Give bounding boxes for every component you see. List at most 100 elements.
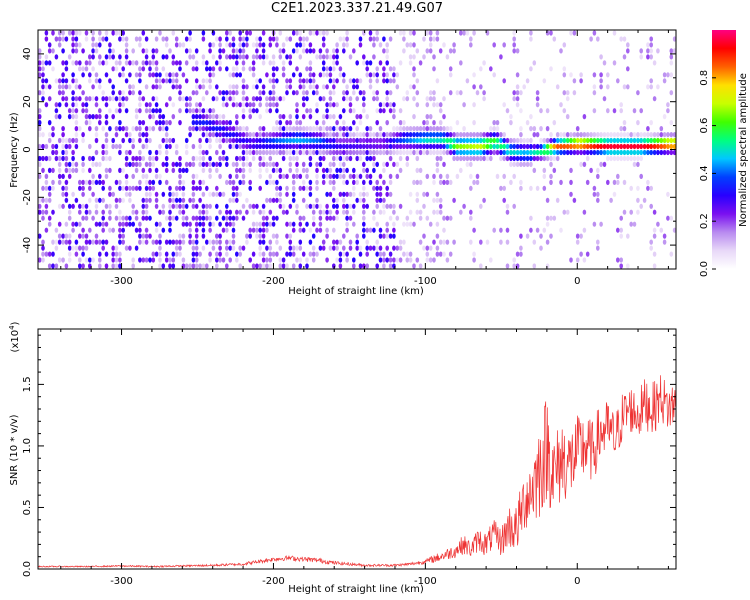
spectrogram-cell — [596, 132, 600, 138]
spectrogram-cell — [265, 137, 269, 144]
spectrogram-cell — [181, 185, 186, 191]
spectrogram-cell — [118, 215, 122, 221]
spectrogram-cell — [482, 90, 486, 96]
spectrogram-cell — [241, 90, 246, 96]
spectrogram-cell — [121, 30, 125, 36]
colorbar-tick-label: 0.0 — [699, 261, 710, 277]
spectrogram-y-label: Frequency (Hz) — [9, 112, 20, 188]
spectrogram-cell — [318, 96, 323, 102]
spectrogram-cell — [298, 257, 303, 263]
spectrogram-cell — [275, 215, 279, 221]
spectrogram-cell — [258, 251, 263, 257]
spectrogram-cell — [325, 108, 329, 114]
spectrogram-cell — [629, 132, 633, 138]
spectrogram-cell — [365, 114, 370, 120]
spectrogram-cell — [412, 72, 416, 78]
spectrogram-cell — [288, 120, 293, 126]
spectrogram-cell — [161, 66, 166, 72]
spectrogram-cell — [632, 132, 637, 138]
spectrogram-cell — [114, 263, 119, 269]
spectrogram-cell — [529, 36, 533, 42]
spectrogram-cell — [128, 137, 132, 144]
spectrogram-cell — [124, 173, 129, 179]
spectrogram-cell — [231, 221, 236, 227]
spectrogram-cell — [639, 173, 643, 179]
spectrogram-cell — [154, 203, 159, 209]
spectrogram-cell — [184, 221, 189, 227]
spectrogram-cell — [388, 233, 393, 239]
spectrogram-cell — [44, 185, 49, 191]
spectrogram-cell — [47, 167, 52, 173]
spectrogram-cell — [435, 197, 440, 203]
spectrogram-cell — [291, 191, 296, 197]
spectrogram-cell — [602, 143, 607, 150]
spectrogram-cell — [285, 191, 289, 197]
spectrogram-cell — [261, 233, 266, 239]
spectrogram-y-tick-label: -40 — [22, 237, 33, 253]
spectrogram-cell — [265, 102, 269, 108]
spectrogram-cell — [311, 233, 316, 239]
spectrogram-cell — [258, 221, 263, 227]
spectrogram-cell — [616, 149, 620, 156]
spectrogram-cell — [525, 161, 530, 167]
spectrogram-cell — [448, 90, 453, 96]
spectrogram-y-tick-label: 20 — [22, 95, 33, 108]
spectrogram-cell — [512, 155, 516, 162]
spectrogram-cell — [91, 114, 95, 120]
spectrogram-cell — [388, 78, 393, 84]
spectrogram-cell — [372, 90, 376, 96]
spectrogram-cell — [71, 203, 75, 209]
spectrogram-cell — [91, 96, 95, 102]
spectrogram-cell — [281, 263, 286, 269]
spectrogram-cell — [612, 137, 617, 144]
spectrogram-cell — [215, 149, 219, 156]
spectrogram-cell — [101, 197, 105, 203]
spectrogram-cell — [178, 167, 182, 173]
spectrogram-cell — [144, 227, 149, 233]
spectrogram-cell — [194, 84, 199, 90]
spectrogram-cell — [435, 155, 440, 162]
spectrogram-cell — [545, 30, 550, 36]
spectrogram-cell — [348, 245, 353, 251]
spectrogram-cell — [114, 251, 119, 257]
spectrogram-cell — [575, 143, 580, 150]
spectrogram-cell — [652, 137, 657, 144]
spectrogram-cell — [402, 120, 406, 126]
spectrogram-cell — [118, 60, 122, 66]
spectrogram-cell — [108, 42, 112, 48]
spectrogram-cell — [114, 143, 119, 150]
spectrogram-cell — [305, 90, 309, 96]
spectrogram-cell — [288, 155, 293, 162]
spectrogram-cell — [238, 179, 242, 185]
spectrogram-cell — [71, 30, 75, 36]
spectrogram-cell — [235, 114, 239, 120]
spectrogram-cell — [225, 209, 229, 215]
spectrogram-cell — [402, 143, 406, 150]
spectrogram-cell — [148, 126, 152, 132]
spectrogram-cell — [245, 161, 249, 167]
spectrogram-cell — [47, 251, 52, 257]
spectrogram-cell — [412, 30, 416, 36]
spectrogram-cell — [398, 203, 403, 209]
spectrogram-cell — [321, 149, 326, 156]
spectrogram-cell — [154, 155, 159, 162]
spectrogram-cell — [315, 54, 319, 60]
spectrogram-cell — [305, 78, 309, 84]
spectrogram-cell — [168, 191, 172, 197]
spectrogram-cell — [181, 209, 186, 215]
spectrogram-cell — [549, 30, 553, 36]
spectrogram-cell — [215, 233, 219, 239]
spectrogram-cell — [358, 114, 363, 120]
spectrogram-cell — [412, 132, 416, 138]
spectrogram-cell — [158, 173, 162, 179]
spectrogram-cell — [171, 161, 176, 167]
spectrogram-cell — [448, 251, 453, 257]
spectrogram-cell — [422, 143, 426, 150]
spectrogram-cell — [158, 233, 162, 239]
spectrogram-cell — [388, 173, 393, 179]
spectrogram-cell — [472, 143, 476, 150]
spectrogram-cell — [184, 108, 189, 114]
spectrogram-cell — [385, 143, 390, 150]
spectrogram-cell — [91, 215, 95, 221]
spectrogram-cell — [599, 137, 603, 144]
